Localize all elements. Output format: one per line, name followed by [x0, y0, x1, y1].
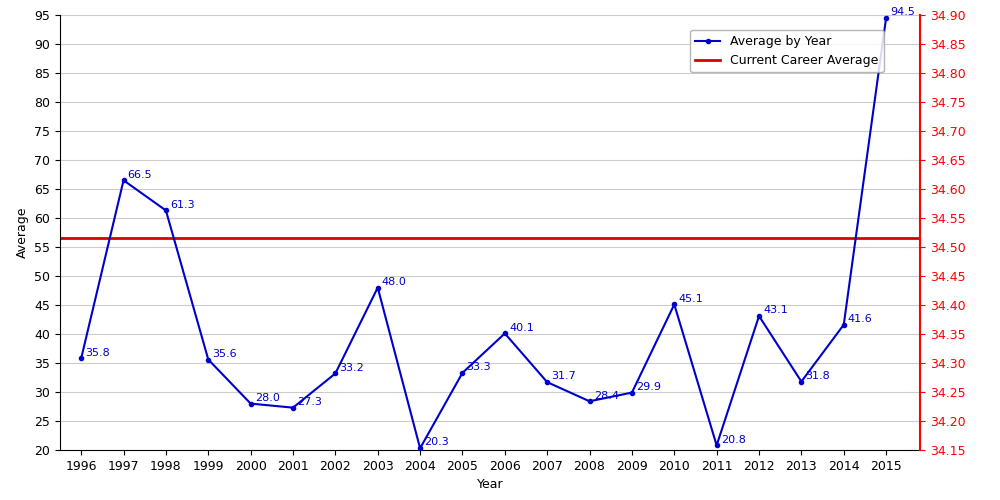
Text: 28.0: 28.0	[255, 393, 280, 403]
Text: 31.8: 31.8	[806, 371, 830, 381]
Average by Year	[668, 302, 680, 308]
Y-axis label: Average: Average	[16, 207, 29, 258]
Average by Year	[287, 404, 299, 410]
X-axis label: Year: Year	[477, 478, 503, 492]
Average by Year	[711, 442, 723, 448]
Text: 45.1: 45.1	[678, 294, 703, 304]
Text: 27.3: 27.3	[297, 397, 322, 407]
Text: 33.3: 33.3	[467, 362, 491, 372]
Average by Year	[75, 356, 87, 362]
Text: 94.5: 94.5	[890, 7, 915, 17]
Text: 28.4: 28.4	[594, 390, 619, 400]
Text: 48.0: 48.0	[382, 277, 407, 287]
Text: 31.7: 31.7	[551, 372, 576, 382]
Average by Year	[160, 208, 172, 214]
Average by Year	[414, 446, 426, 452]
Text: 66.5: 66.5	[128, 170, 152, 179]
Average by Year	[626, 390, 638, 396]
Text: 29.9: 29.9	[636, 382, 661, 392]
Average by Year	[499, 330, 511, 336]
Line: Average by Year: Average by Year	[79, 16, 888, 450]
Average by Year	[541, 379, 553, 385]
Average by Year	[372, 284, 384, 290]
Average by Year	[118, 178, 130, 184]
Legend: Average by Year, Current Career Average: Average by Year, Current Career Average	[690, 30, 884, 72]
Average by Year	[838, 322, 850, 328]
Text: 43.1: 43.1	[763, 305, 788, 315]
Average by Year	[456, 370, 468, 376]
Text: 33.2: 33.2	[340, 362, 364, 372]
Text: 41.6: 41.6	[848, 314, 873, 324]
Text: 40.1: 40.1	[509, 322, 534, 332]
Average by Year	[202, 356, 214, 362]
Text: 20.8: 20.8	[721, 434, 746, 444]
Average by Year	[329, 370, 341, 376]
Average by Year	[795, 378, 807, 384]
Text: 20.3: 20.3	[424, 438, 449, 448]
Text: 61.3: 61.3	[170, 200, 195, 209]
Text: 35.6: 35.6	[212, 348, 237, 358]
Average by Year	[584, 398, 596, 404]
Average by Year	[880, 15, 892, 21]
Text: 35.8: 35.8	[85, 348, 110, 358]
Average by Year	[245, 400, 257, 406]
Average by Year	[753, 313, 765, 319]
